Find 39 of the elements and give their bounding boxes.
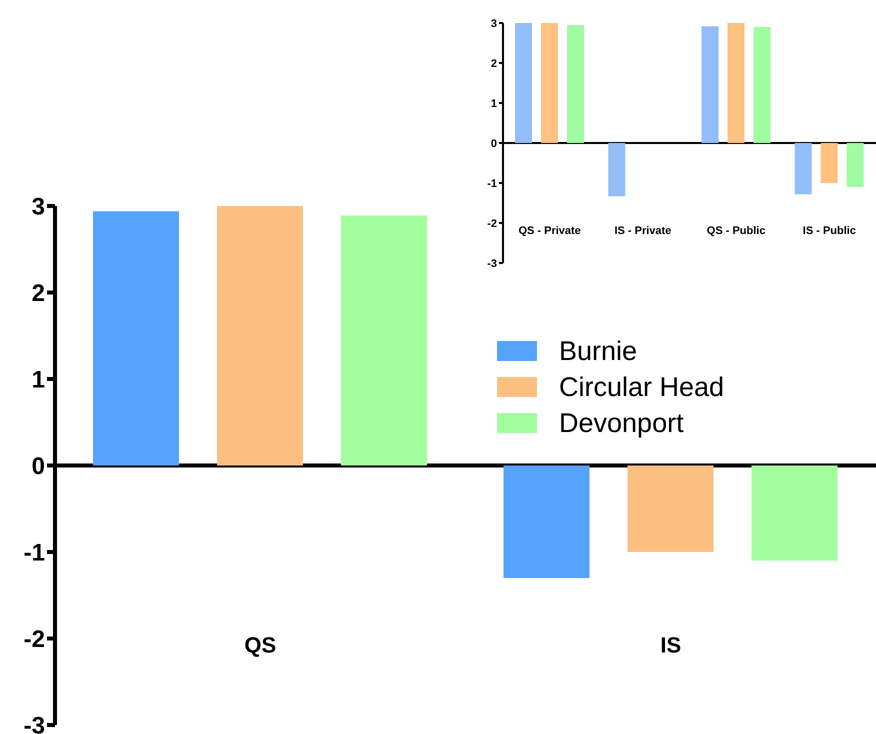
x-tick-label: QS - Public — [706, 224, 766, 237]
bar — [820, 143, 838, 183]
bar — [608, 143, 626, 196]
bar — [628, 466, 714, 552]
x-tick-label: IS - Public — [802, 224, 856, 237]
bar — [754, 27, 770, 143]
bar — [752, 466, 838, 561]
y-tick-label: -3 — [487, 258, 497, 270]
bar — [702, 26, 718, 143]
legend-label: Devonport — [559, 408, 684, 438]
y-tick-label: -3 — [24, 712, 45, 734]
bar — [728, 23, 744, 143]
bar — [217, 206, 303, 466]
legend-label: Circular Head — [559, 372, 724, 402]
bar — [846, 143, 864, 187]
y-tick-label: 1 — [490, 98, 497, 110]
bar — [93, 211, 179, 466]
x-tick-label: IS - Private — [614, 224, 672, 237]
bar — [341, 216, 427, 466]
y-tick-label: 1 — [32, 366, 45, 394]
y-tick-label: -1 — [487, 178, 497, 190]
y-tick-label: 3 — [32, 194, 45, 221]
bar — [567, 25, 584, 143]
y-tick-label: -1 — [24, 540, 45, 567]
x-tick-label: IS — [660, 632, 682, 658]
y-tick-label: 2 — [490, 58, 497, 70]
y-tick-label: 2 — [32, 280, 45, 308]
y-tick-label: -2 — [487, 218, 497, 230]
x-tick-label: QS - Private — [518, 224, 581, 237]
bar — [504, 466, 590, 578]
y-tick-label: -2 — [24, 626, 45, 654]
bar — [794, 143, 812, 194]
y-tick-label: 0 — [32, 453, 45, 480]
y-tick-label: 3 — [490, 18, 497, 30]
y-tick-label: 0 — [490, 138, 497, 150]
legend-label: Burnie — [559, 336, 638, 366]
x-tick-label: QS — [244, 632, 276, 658]
bar — [515, 23, 532, 143]
bar — [541, 23, 558, 143]
